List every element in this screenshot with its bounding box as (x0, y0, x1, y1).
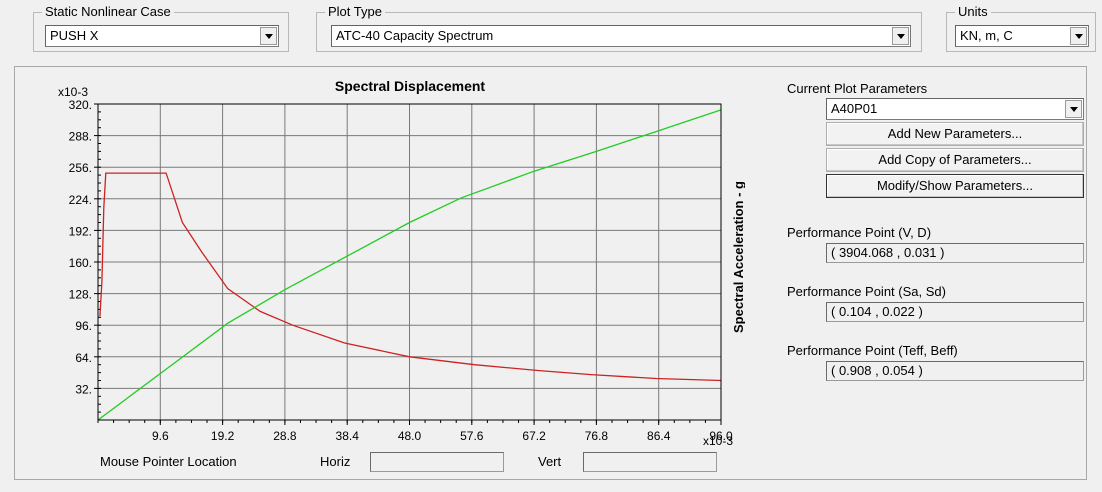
chevron-down-icon[interactable] (892, 27, 909, 45)
plot-type-title: Plot Type (325, 4, 385, 19)
y-tick-label: 320. (69, 98, 92, 112)
plot-area[interactable] (97, 103, 722, 421)
y-tick-label: 128. (69, 288, 92, 302)
pp-teff-label: Performance Point (Teff, Beff) (787, 343, 958, 358)
x-tick-label: 9.6 (152, 429, 169, 443)
units-group: Units KN, m, C (946, 4, 1096, 52)
pp-sasd-label: Performance Point (Sa, Sd) (787, 284, 946, 299)
horiz-label: Horiz (320, 454, 351, 469)
y-tick-label: 96. (75, 319, 92, 333)
chevron-down-icon[interactable] (1065, 100, 1082, 118)
static-case-group: Static Nonlinear Case PUSH X (33, 4, 289, 52)
x-tick-label: 86.4 (647, 429, 671, 443)
plot-type-value: ATC-40 Capacity Spectrum (336, 28, 494, 43)
plot-type-select[interactable]: ATC-40 Capacity Spectrum (331, 25, 911, 47)
x-tick-label: 48.0 (398, 429, 422, 443)
capacity-spectrum-chart[interactable]: Spectral Displacement x10-3 x10-3 Spectr… (15, 67, 745, 447)
y-tick-label: 288. (69, 130, 92, 144)
x-tick-label: 57.6 (460, 429, 484, 443)
modify-show-parameters-button[interactable]: Modify/Show Parameters... (826, 174, 1084, 198)
current-params-label: Current Plot Parameters (787, 81, 928, 96)
y-axis-label: Spectral Acceleration - g (731, 181, 745, 333)
pp-sasd-value: ( 0.104 , 0.022 ) (826, 302, 1084, 322)
x-tick-label: 19.2 (211, 429, 235, 443)
units-title: Units (955, 4, 991, 19)
y-tick-label: 32. (75, 382, 92, 396)
y-tick-label: 256. (69, 161, 92, 175)
x-multiplier: x10-3 (703, 434, 733, 447)
chevron-down-icon[interactable] (260, 27, 277, 45)
x-tick-label: 38.4 (336, 429, 360, 443)
x-tick-label: 76.8 (585, 429, 609, 443)
horiz-field (370, 452, 504, 472)
pp-vd-value: ( 3904.068 , 0.031 ) (826, 243, 1084, 263)
add-copy-parameters-button[interactable]: Add Copy of Parameters... (826, 148, 1084, 172)
static-case-select[interactable]: PUSH X (45, 25, 279, 47)
x-tick-label: 28.8 (273, 429, 297, 443)
plot-type-group: Plot Type ATC-40 Capacity Spectrum (316, 4, 922, 52)
vert-field (583, 452, 717, 472)
chart-title: Spectral Displacement (335, 78, 486, 94)
y-tick-label: 64. (75, 351, 92, 365)
units-select[interactable]: KN, m, C (955, 25, 1089, 47)
demand-spectrum-line (99, 172, 722, 382)
y-tick-label: 224. (69, 193, 92, 207)
x-tick-label: 96.0 (709, 429, 733, 443)
pp-teff-value: ( 0.908 , 0.054 ) (826, 361, 1084, 381)
y-tick-label: 160. (69, 256, 92, 270)
main-frame: Spectral Displacement x10-3 x10-3 Spectr… (14, 66, 1087, 480)
mouse-pointer-label: Mouse Pointer Location (100, 454, 237, 469)
pp-vd-label: Performance Point (V, D) (787, 225, 932, 240)
current-params-select[interactable]: A40P01 (826, 98, 1084, 120)
vert-label: Vert (538, 454, 562, 469)
capacity-curve-line (97, 109, 722, 421)
static-case-value: PUSH X (50, 28, 99, 43)
add-new-parameters-button[interactable]: Add New Parameters... (826, 122, 1084, 146)
x-tick-label: 67.2 (522, 429, 546, 443)
chevron-down-icon[interactable] (1070, 27, 1087, 45)
units-value: KN, m, C (960, 28, 1013, 43)
current-params-value: A40P01 (831, 101, 878, 116)
y-tick-label: 192. (69, 224, 92, 238)
static-case-title: Static Nonlinear Case (42, 4, 174, 19)
y-multiplier: x10-3 (58, 85, 88, 99)
